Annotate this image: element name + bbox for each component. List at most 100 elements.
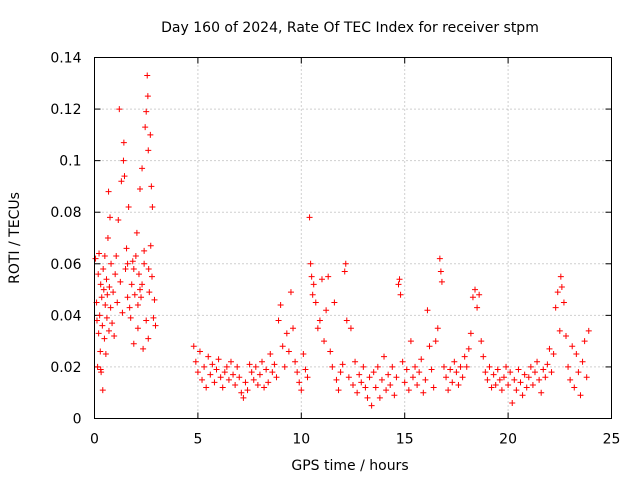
data-point bbox=[309, 291, 316, 298]
data-point bbox=[445, 387, 452, 394]
data-point bbox=[354, 389, 361, 396]
data-point bbox=[101, 253, 108, 260]
data-point bbox=[279, 343, 286, 350]
data-point bbox=[350, 381, 356, 388]
data-point bbox=[505, 381, 512, 388]
data-point bbox=[99, 322, 106, 329]
data-point bbox=[335, 387, 342, 394]
data-point bbox=[581, 338, 588, 345]
data-point bbox=[223, 363, 230, 370]
data-point bbox=[254, 381, 261, 388]
x-tick-label: 5 bbox=[193, 432, 202, 448]
data-point bbox=[127, 314, 134, 321]
data-point bbox=[395, 281, 402, 288]
data-point bbox=[560, 299, 567, 306]
y-tick-label: 0.08 bbox=[50, 205, 81, 221]
data-point bbox=[478, 338, 485, 345]
data-point bbox=[385, 371, 392, 378]
y-tick-label: 0.14 bbox=[50, 51, 81, 67]
data-point bbox=[114, 299, 121, 306]
data-point bbox=[409, 374, 416, 381]
data-point bbox=[542, 374, 549, 381]
data-point bbox=[414, 381, 421, 388]
data-point bbox=[244, 387, 251, 394]
data-point bbox=[201, 363, 208, 370]
data-point bbox=[347, 325, 354, 332]
data-point bbox=[134, 302, 141, 309]
data-point bbox=[152, 322, 159, 329]
data-point bbox=[362, 384, 369, 391]
chart-title: Day 160 of 2024, Rate Of TEC Index for r… bbox=[161, 20, 539, 36]
data-point bbox=[128, 281, 135, 288]
data-point bbox=[563, 332, 570, 339]
data-point bbox=[488, 384, 495, 391]
data-point bbox=[368, 402, 375, 409]
data-point bbox=[100, 286, 107, 293]
data-point bbox=[552, 304, 559, 311]
data-point bbox=[141, 247, 148, 254]
data-point bbox=[534, 358, 541, 365]
data-point bbox=[480, 353, 487, 360]
data-point bbox=[124, 294, 131, 301]
y-axis-label: ROTI / TECUs bbox=[7, 192, 23, 284]
data-point bbox=[314, 325, 321, 332]
data-point bbox=[420, 389, 427, 396]
data-point bbox=[240, 394, 247, 401]
data-point bbox=[310, 281, 317, 288]
data-point bbox=[451, 358, 458, 365]
data-point bbox=[329, 363, 336, 370]
data-point bbox=[277, 302, 284, 309]
data-point bbox=[302, 366, 309, 373]
plot-frame bbox=[94, 57, 612, 419]
data-point bbox=[461, 353, 468, 360]
data-point bbox=[496, 376, 503, 383]
data-point bbox=[306, 214, 313, 221]
data-point bbox=[393, 374, 400, 381]
data-point bbox=[105, 327, 112, 334]
data-point bbox=[531, 369, 538, 376]
data-point bbox=[548, 369, 555, 376]
data-point bbox=[230, 371, 237, 378]
data-point bbox=[457, 363, 464, 370]
x-tick-label: 10 bbox=[292, 432, 310, 448]
data-point bbox=[98, 294, 105, 301]
data-point bbox=[207, 371, 214, 378]
data-point bbox=[307, 260, 314, 267]
data-point bbox=[144, 72, 151, 79]
data-point bbox=[422, 376, 429, 383]
data-point bbox=[434, 325, 441, 332]
data-point bbox=[569, 343, 576, 350]
data-point bbox=[138, 294, 145, 301]
data-point bbox=[107, 214, 114, 221]
data-point bbox=[151, 296, 158, 303]
data-point bbox=[557, 273, 564, 280]
data-point bbox=[556, 327, 563, 334]
data-point bbox=[246, 361, 253, 368]
data-point bbox=[100, 265, 107, 272]
data-point bbox=[511, 376, 518, 383]
data-point bbox=[381, 353, 388, 360]
data-point bbox=[205, 353, 212, 360]
data-point bbox=[426, 343, 433, 350]
data-point bbox=[424, 307, 431, 314]
data-point bbox=[482, 369, 489, 376]
data-point bbox=[119, 309, 126, 316]
data-point bbox=[546, 345, 553, 352]
x-tick-label: 15 bbox=[396, 432, 414, 448]
data-point bbox=[465, 345, 472, 352]
data-point bbox=[467, 330, 474, 337]
data-point bbox=[104, 235, 111, 241]
data-point bbox=[333, 376, 340, 383]
data-point bbox=[117, 278, 124, 285]
data-point bbox=[135, 271, 142, 278]
data-point bbox=[342, 260, 349, 267]
data-point bbox=[387, 381, 394, 388]
data-point bbox=[374, 363, 381, 370]
data-point bbox=[217, 374, 224, 381]
data-point bbox=[472, 286, 479, 293]
y-tick-label: 0.1 bbox=[59, 154, 81, 170]
data-point bbox=[298, 387, 305, 394]
y-tick-label: 0.12 bbox=[50, 102, 81, 118]
data-point bbox=[227, 358, 234, 365]
data-point bbox=[121, 173, 128, 180]
